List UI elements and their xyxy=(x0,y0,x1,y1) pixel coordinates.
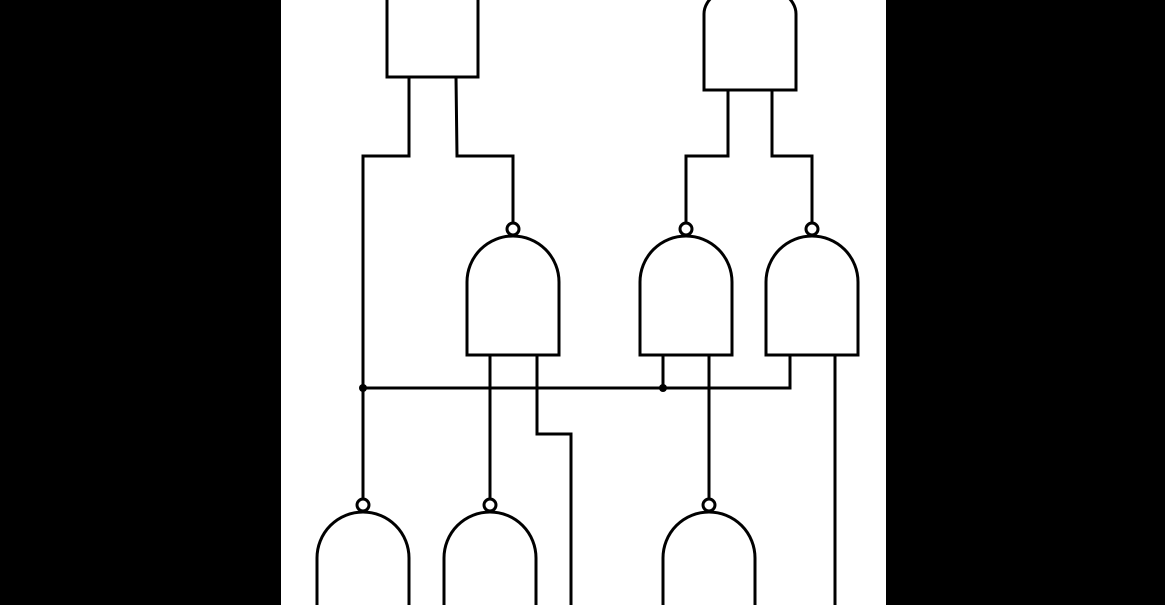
bottom-center-right-gate-bubble xyxy=(701,497,717,513)
bottom-left-gate-bubble xyxy=(355,497,371,513)
middle-left-gate-bubble xyxy=(505,221,521,237)
middle-right-gate xyxy=(764,234,860,357)
middle-right-gate-bubble xyxy=(804,221,820,237)
top-left-gate xyxy=(385,0,480,79)
middle-center-gate xyxy=(638,234,734,357)
middle-left-gate xyxy=(465,234,561,357)
canvas-background xyxy=(281,0,886,605)
wire-middle-left-out-b xyxy=(535,353,573,605)
wire-top-right-out-b xyxy=(770,88,814,225)
wire-top-right-out-a xyxy=(684,88,730,225)
junction-dot-center xyxy=(659,384,667,392)
wire-top-left-out-b xyxy=(454,75,515,225)
wire-horizontal-bus xyxy=(361,353,792,390)
middle-center-gate-bubble xyxy=(678,221,694,237)
junction-dot-left xyxy=(359,384,367,392)
bottom-center-left-gate-bubble xyxy=(482,497,498,513)
top-right-gate xyxy=(702,0,798,92)
wire-top-left-out-a xyxy=(361,75,411,501)
